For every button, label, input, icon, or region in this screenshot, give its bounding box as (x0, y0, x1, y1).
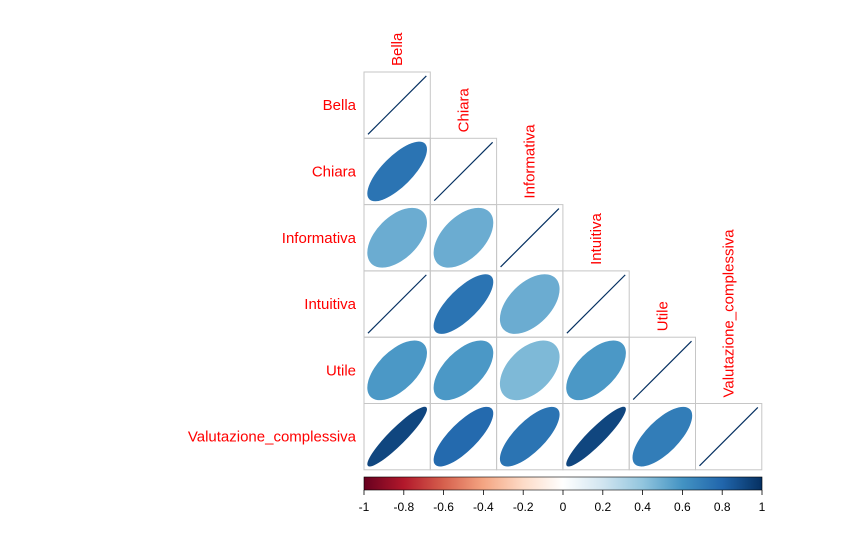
row-label-2: Informativa (282, 230, 357, 247)
corr-ellipse-4-2 (499, 340, 560, 401)
colorbar: -1 -0.8 -0.6 -0.4 -0.2 0 0.2 0.4 0.6 0.8 1 (359, 476, 766, 514)
colorbar-tick-label-5: 0 (560, 500, 567, 514)
colorbar-strip (363, 476, 763, 491)
corr-ellipse-5-0 (367, 406, 427, 467)
cell-5-5 (695, 403, 763, 471)
colorbar-tick-label-4: -0.2 (513, 500, 534, 514)
colorbar-tick-label-7: 0.4 (634, 500, 651, 514)
colorbar-tick-label-3: -0.4 (473, 500, 494, 514)
corr-line-3-3 (566, 274, 626, 334)
correlation-marks (367, 75, 759, 467)
colorbar-tick-label-9: 0.8 (714, 500, 731, 514)
col-label-1: Chiara (455, 87, 472, 132)
col-label-5: Valutazione_complessiva (721, 229, 738, 398)
col-label-4: Utile (654, 301, 671, 331)
col-label-2: Informativa (522, 124, 539, 199)
col-label-0: Bella (389, 32, 406, 66)
corr-ellipse-5-4 (632, 406, 693, 467)
corr-line-4-4 (632, 340, 692, 400)
corr-ellipse-5-2 (499, 406, 560, 467)
corr-line-3-0 (367, 274, 427, 334)
corr-ellipse-4-1 (433, 340, 494, 401)
row-label-0: Bella (323, 97, 357, 114)
corr-ellipse-5-3 (566, 406, 626, 467)
corr-line-1-1 (433, 141, 494, 202)
variable-labels: Bella Bella Chiara Chiara Informativa Informa… (188, 32, 738, 446)
corr-ellipse-3-1 (433, 274, 494, 334)
corr-ellipse-3-2 (499, 274, 560, 334)
row-label-4: Utile (326, 362, 356, 379)
colorbar-tick-label-8: 0.6 (674, 500, 691, 514)
corr-ellipse-4-0 (367, 340, 427, 401)
colorbar-tick-label-6: 0.2 (594, 500, 611, 514)
colorbar-tick-label-10: 1 (759, 500, 766, 514)
corr-line-0-0 (367, 75, 427, 135)
colorbar-tick-label-1: -0.8 (393, 500, 414, 514)
colorbar-tick-label-0: -1 (359, 500, 370, 514)
cell-grid (363, 71, 763, 471)
corr-ellipse-4-3 (566, 340, 626, 401)
colorbar-tick-label-2: -0.6 (433, 500, 454, 514)
corr-ellipse-5-1 (433, 406, 494, 467)
row-label-5: Valutazione_complessiva (188, 429, 357, 446)
corr-ellipse-2-0 (367, 207, 427, 268)
corr-line-5-5 (699, 407, 759, 467)
row-label-1: Chiara (312, 163, 357, 180)
corr-ellipse-2-1 (433, 207, 494, 268)
corr-ellipse-1-0 (367, 141, 427, 202)
corr-line-2-2 (500, 208, 560, 268)
col-label-3: Intuitiva (588, 213, 605, 265)
row-label-3: Intuitiva (304, 296, 356, 313)
